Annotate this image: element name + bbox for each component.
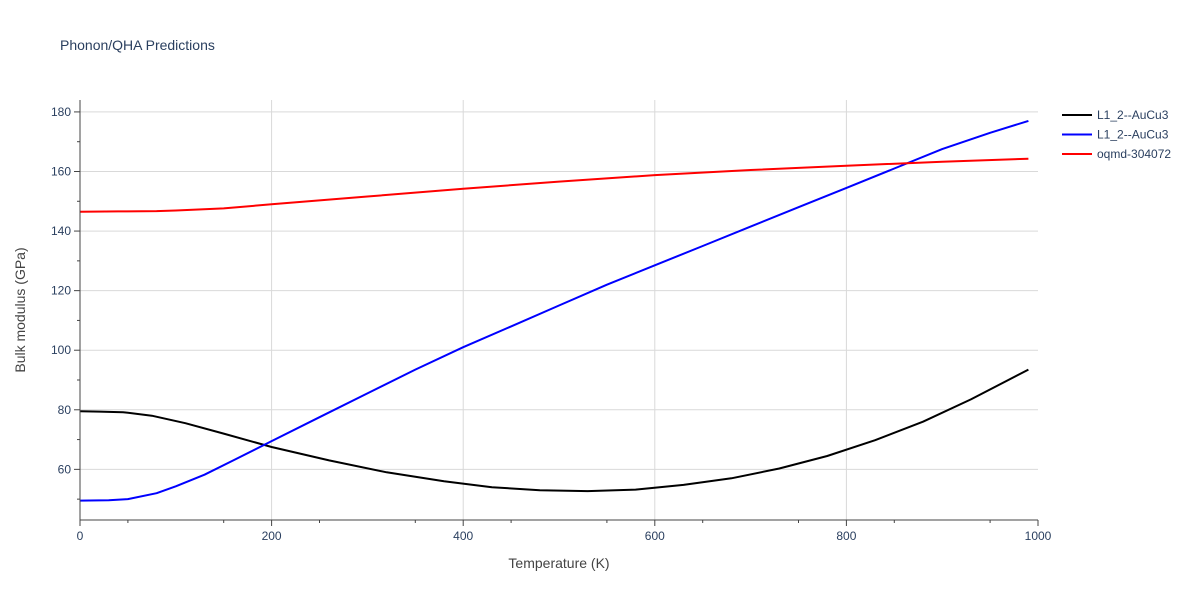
series-line-2[interactable] [79,119,1029,502]
legend-item-3[interactable]: oqmd-304072 [1062,147,1171,161]
x-tick-label: 800 [836,529,856,543]
x-axis-title: Temperature (K) [508,555,609,571]
legend[interactable]: L1_2--AuCu3 L1_2--AuCu3 oqmd-304072 [1062,108,1171,161]
legend-item-1[interactable]: L1_2--AuCu3 [1062,108,1169,122]
x-tick-label: 200 [262,529,282,543]
legend-label: L1_2--AuCu3 [1097,128,1169,142]
x-tick-label: 400 [453,529,473,543]
y-tick-label: 180 [51,105,71,119]
series-line-3[interactable] [79,157,1029,213]
series-layer [79,119,1029,502]
series-line-1[interactable] [79,368,1029,493]
y-tick-label: 60 [58,462,72,476]
legend-item-2[interactable]: L1_2--AuCu3 [1062,128,1169,142]
axes: 0 200 400 600 800 1000 60 80 100 120 140 160 180 [51,100,1052,543]
x-tick-label: 600 [645,529,665,543]
x-tick-label: 0 [77,529,84,543]
chart-title: Phonon/QHA Predictions [60,37,215,53]
y-axis-title: Bulk modulus (GPa) [12,247,28,372]
legend-label: L1_2--AuCu3 [1097,108,1169,122]
legend-label: oqmd-304072 [1097,147,1171,161]
y-tick-label: 160 [51,164,71,178]
y-tick-label: 120 [51,284,71,298]
y-tick-label: 80 [58,403,72,417]
y-tick-label: 140 [51,224,71,238]
y-tick-label: 100 [51,343,71,357]
x-tick-label: 1000 [1025,529,1052,543]
grid [80,100,1038,520]
